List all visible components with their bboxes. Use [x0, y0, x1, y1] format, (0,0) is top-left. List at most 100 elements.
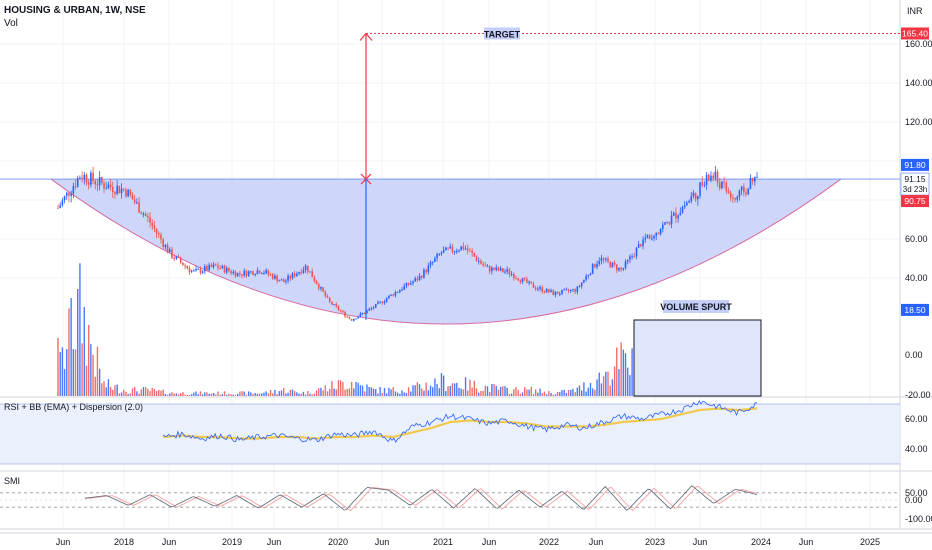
candle-body: [412, 281, 414, 284]
volume-bar: [239, 391, 241, 396]
candle-body: [212, 264, 215, 268]
candle-body: [445, 247, 447, 251]
time-tick: Jun: [589, 537, 604, 547]
candle-body: [517, 278, 519, 281]
candle-body: [166, 244, 169, 253]
candle-body: [269, 274, 272, 276]
volume-bar: [302, 391, 305, 396]
candle-body: [594, 264, 596, 268]
candle-body: [488, 266, 491, 272]
candle-body: [539, 287, 541, 289]
smi-tick: 50.00: [905, 488, 928, 498]
volume-bar: [521, 392, 524, 396]
volume-spurt-label-bg: [663, 300, 729, 313]
volume-bar: [320, 387, 322, 396]
volume-bar: [570, 389, 572, 396]
candle-body: [236, 273, 239, 277]
volume-bar: [105, 387, 107, 396]
volume-bar: [355, 381, 357, 396]
candle-body: [701, 182, 704, 186]
rsi-title: RSI + BB (EMA) + Dispersion (2.0): [4, 402, 143, 412]
candle-body: [473, 253, 476, 257]
volume-bar: [256, 393, 259, 396]
volume-bar: [357, 382, 359, 396]
volume-bar: [298, 393, 300, 396]
volume-bar: [74, 349, 77, 396]
candle-body: [591, 264, 594, 274]
candle-body: [230, 271, 232, 274]
volume-spurt-label: VOLUME SPURT: [660, 302, 732, 312]
candle-body: [456, 250, 458, 252]
volume-bar: [587, 387, 589, 396]
volume-bar: [252, 393, 254, 396]
volume-bar: [418, 384, 421, 396]
candle-body: [265, 270, 267, 274]
annotations: TARGET VOLUME SPURT: [359, 27, 900, 397]
smi-title: SMI: [4, 476, 20, 486]
volume-bar: [530, 386, 533, 396]
volume-bar: [609, 385, 611, 396]
candle-body: [565, 289, 568, 291]
candle-body: [504, 271, 506, 273]
candle-body: [263, 273, 265, 275]
candle-body: [322, 287, 324, 292]
candle-body: [377, 302, 379, 304]
volume-bar: [482, 390, 484, 396]
time-tick: Jun: [799, 537, 814, 547]
candle-body: [732, 197, 734, 199]
volume-bar: [379, 387, 381, 396]
candle-body: [193, 270, 195, 272]
candle-body: [109, 184, 112, 187]
candle-body: [186, 266, 189, 269]
candle-body: [331, 301, 333, 305]
candle-body: [188, 268, 191, 272]
candle-body: [484, 265, 487, 267]
candle-body: [493, 267, 495, 271]
volume-bar: [385, 393, 388, 396]
candle-body: [98, 176, 101, 186]
candle-body: [747, 189, 750, 195]
candle-body: [670, 215, 673, 225]
volume-bar: [285, 393, 287, 396]
candle-body: [655, 232, 658, 236]
volume-bar: [370, 387, 373, 396]
candle-body: [453, 251, 456, 253]
candle-body: [451, 246, 454, 252]
candle-body: [697, 195, 699, 200]
candle-body: [173, 258, 175, 260]
volume-bar: [436, 384, 438, 396]
volume-bar: [497, 389, 500, 396]
volume-bar: [114, 385, 116, 396]
volume-bar: [300, 393, 302, 396]
badge-high-bg: [901, 158, 929, 171]
axes: INR160.00140.00120.0080.0060.0040.00165.…: [4, 6, 932, 547]
candle-body: [81, 177, 83, 180]
volume-bar: [226, 394, 228, 396]
candle-body: [491, 267, 493, 272]
candle-body: [94, 180, 97, 185]
symbol-title[interactable]: HOUSING & URBAN, 1W, NSE: [4, 5, 146, 16]
candle-body: [383, 301, 386, 304]
volume-bar: [499, 386, 502, 396]
volume-bar: [539, 388, 541, 396]
candle-body: [245, 270, 248, 276]
price-tick: 160.00: [905, 39, 932, 49]
candle-body: [359, 313, 362, 317]
volume-bar: [309, 393, 311, 396]
volume-bar: [412, 385, 414, 396]
volume-bar: [383, 387, 386, 396]
volume-bar: [388, 387, 390, 396]
candle-body: [63, 196, 66, 201]
candle-body: [61, 200, 64, 206]
volume-bar: [197, 394, 199, 396]
volume-bar: [184, 394, 186, 396]
volume-bar: [541, 393, 543, 396]
cup-curve: [50, 178, 842, 325]
candle-body: [563, 289, 565, 291]
volume-bar: [245, 394, 248, 396]
volume-bar: [63, 369, 66, 396]
candle-body: [381, 301, 384, 304]
candle-body: [567, 289, 570, 292]
volume-bar: [85, 365, 88, 396]
